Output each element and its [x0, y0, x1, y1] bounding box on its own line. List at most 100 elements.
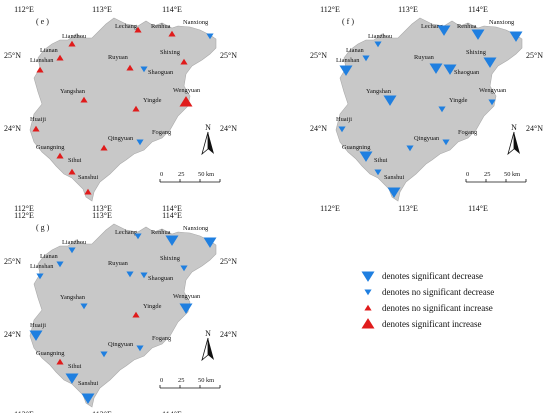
station-label-yangshan: Yangshan: [60, 88, 86, 95]
trend-marker-yangshan: [80, 303, 88, 310]
trend-marker-wengyuan: [179, 303, 193, 314]
trend-marker-lechang: [437, 25, 451, 36]
trend-marker-fogang: [442, 139, 450, 146]
trend-marker-lianshan: [339, 65, 353, 76]
scale-bar: 0 25 50 km: [159, 377, 221, 389]
station-label-wengyuan: Wengyuan: [173, 87, 201, 94]
north-label: N: [205, 329, 211, 338]
trend-marker-shixing: [180, 58, 188, 65]
station-label-shaoguan: Shaoguan: [454, 69, 480, 76]
x-tick-label-bottom-0: 112°E: [320, 204, 340, 213]
station-label-lianshan: Lianshan: [30, 263, 54, 270]
province-map: ( f ) Lechang Renhua Nanxiong Lianzhou Liansh…: [335, 17, 527, 202]
station-label-lechang: Lechang: [115, 23, 138, 30]
station-label-nanxiong: Nanxiong: [183, 19, 209, 26]
station-label-sanshui: Sanshui: [384, 174, 404, 181]
x-tick-label-bottom-0: 112°E: [14, 410, 34, 413]
trend-marker-fogang: [136, 139, 144, 146]
trend-marker-yingde: [438, 106, 446, 113]
station-label-nanxiong: Nanxiong: [489, 19, 515, 26]
legend-label-inc_ns: denotes no significant increase: [382, 303, 493, 313]
y-tick-label-right-1: 24°N: [220, 124, 237, 133]
y-tick-label-left-1: 24°N: [310, 124, 327, 133]
trend-marker-renhua: [165, 235, 179, 246]
x-tick-label-top-2: 114°E: [468, 5, 488, 14]
x-tick-label-bottom-1: 113°E: [398, 204, 418, 213]
trend-marker-lianan: [56, 261, 64, 268]
scale-label-1: 25: [484, 171, 490, 178]
trend-marker-yingde: [132, 311, 140, 318]
trend-marker-sanshui: [84, 188, 92, 195]
y-tick-label-right-0: 25°N: [220, 257, 237, 266]
trend-marker-yangshan: [383, 95, 397, 106]
legend-label-inc_sig: denotes significant increase: [382, 319, 481, 329]
scale-bar: 0 25 50 km: [159, 171, 221, 183]
station-label-fogang: Fogang: [152, 335, 172, 342]
station-label-ruyuan: Ruyuan: [414, 54, 435, 61]
trend-marker-lianshan: [36, 273, 44, 280]
scale-label-0: 0: [160, 171, 163, 178]
trend-marker-yingde: [132, 105, 140, 112]
station-label-shaoguan: Shaoguan: [148, 275, 174, 282]
station-label-fogang: Fogang: [458, 129, 478, 136]
trend-marker-sanshui: [387, 187, 401, 198]
legend-marker-inc_ns: [364, 304, 372, 311]
x-tick-label-bottom-0: 112°E: [14, 204, 34, 213]
trend-marker-renhua: [168, 30, 176, 37]
station-label-huaiji: Huaiji: [30, 116, 46, 123]
trend-marker-ruyuan: [126, 271, 134, 278]
station-label-ruyuan: Ruyuan: [108, 260, 129, 267]
station-label-lianzhou: Lianzhou: [62, 33, 87, 40]
trend-marker-guangning: [359, 151, 373, 162]
x-tick-label-top-2: 114°E: [162, 5, 182, 14]
province-map: ( e ) Lechang Renhua Nanxiong Lianzhou Liansh…: [29, 17, 221, 202]
station-label-wengyuan: Wengyuan: [173, 293, 201, 300]
y-tick-label-left-0: 25°N: [4, 51, 21, 60]
province-map: ( g ) Lechang Renhua Nanxiong Lianzhou Liansh…: [29, 223, 221, 408]
trend-marker-shaoguan: [443, 64, 457, 75]
x-tick-label-top-1: 113°E: [92, 5, 112, 14]
station-label-yingde: Yingde: [449, 97, 468, 104]
trend-marker-shixing: [483, 57, 497, 68]
trend-marker-sanshui: [81, 393, 95, 404]
station-label-lianzhou: Lianzhou: [62, 239, 87, 246]
trend-marker-lechang: [134, 26, 142, 33]
trend-marker-shixing: [180, 265, 188, 272]
station-label-lianan: Lianan: [40, 47, 59, 54]
x-tick-label-top-0: 112°E: [320, 5, 340, 14]
station-label-sanshui: Sanshui: [78, 380, 98, 387]
scale-bar: 0 25 50 km: [465, 171, 527, 183]
station-label-qingyuan: Qingyuan: [108, 341, 134, 348]
station-label-wengyuan: Wengyuan: [479, 87, 507, 94]
north-arrow-icon: N: [201, 329, 214, 362]
x-tick-label-top-0: 112°E: [14, 211, 34, 220]
trend-marker-lianzhou: [68, 40, 76, 47]
trend-marker-huaiji: [29, 330, 43, 341]
station-label-nanxiong: Nanxiong: [183, 225, 209, 232]
station-label-fogang: Fogang: [152, 129, 172, 136]
y-tick-label-left-1: 24°N: [4, 330, 21, 339]
station-label-lechang: Lechang: [115, 229, 138, 236]
station-label-shixing: Shixing: [466, 49, 487, 56]
scale-label-1: 25: [178, 377, 184, 384]
station-label-lianshan: Lianshan: [336, 57, 360, 64]
station-label-ruyuan: Ruyuan: [108, 54, 129, 61]
y-tick-label-left-0: 25°N: [310, 51, 327, 60]
x-tick-label-top-2: 114°E: [162, 211, 182, 220]
station-label-renhua: Renhua: [457, 23, 477, 30]
map-panel-e: 112°E 112°E 113°E 113°E 114°E 114°E 25°N 25°N 24…: [4, 5, 237, 213]
scale-label-0: 0: [160, 377, 163, 384]
trend-marker-sihui: [68, 168, 76, 175]
trend-marker-qingyuan: [100, 351, 108, 358]
station-label-yangshan: Yangshan: [366, 88, 392, 95]
x-tick-label-bottom-2: 114°E: [162, 410, 182, 413]
y-tick-label-left-1: 24°N: [4, 124, 21, 133]
north-arrow-icon: N: [201, 123, 214, 156]
y-tick-label-left-0: 25°N: [4, 257, 21, 266]
trend-marker-huaiji: [338, 126, 346, 133]
station-label-sanshui: Sanshui: [78, 174, 98, 181]
legend-marker-dec_ns: [364, 289, 372, 296]
map-panel-g: 112°E 112°E 113°E 113°E 114°E 114°E 25°N 25°N 24…: [4, 211, 237, 413]
trend-marker-wengyuan: [179, 96, 193, 107]
station-label-lechang: Lechang: [421, 23, 444, 30]
